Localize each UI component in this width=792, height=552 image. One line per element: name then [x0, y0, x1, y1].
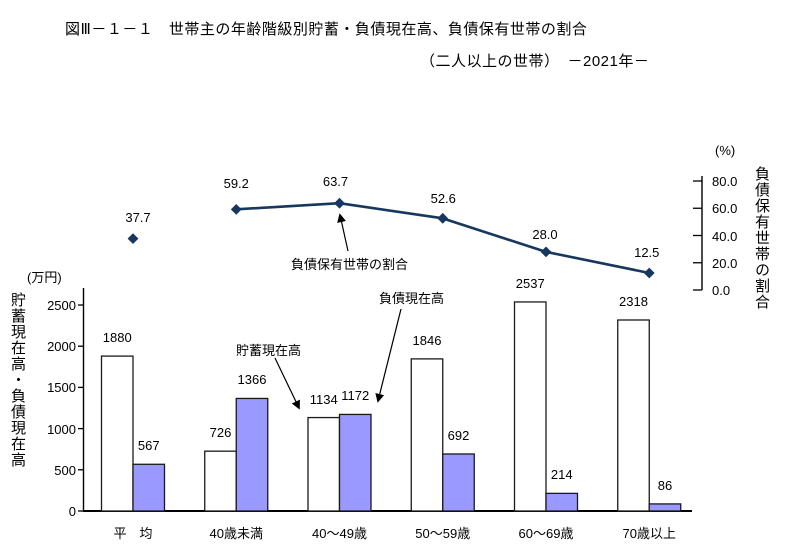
right-axis-tick-label: 0.0 [712, 283, 731, 298]
category-label: 平 均 [113, 526, 153, 541]
liability-bar [648, 503, 682, 512]
chart-title: 図Ⅲ－１－１ 世帯主の年齢階級別貯蓄・負債現在高、負債保有世帯の割合 [65, 21, 588, 38]
left-axis-tick-label: 1000 [47, 421, 76, 437]
chart-subtitle: （二人以上の世帯） －2021年－ [420, 53, 650, 70]
loan-rate-value-label: 12.5 [634, 245, 660, 260]
category-label: 60～69歳 [518, 526, 574, 541]
category-label: 70歳以上 [622, 526, 676, 541]
liability-value-label: 692 [447, 427, 470, 443]
liability-value-label: 567 [137, 438, 160, 454]
liability-bar [338, 413, 372, 512]
savings-value-label: 1846 [412, 332, 442, 348]
savings-value-label: 726 [209, 425, 232, 441]
savings-bar [513, 301, 547, 512]
right-axis-tick-label: 80.0 [712, 174, 738, 189]
annotation-loan-holding-rate: 負債保有世帯の割合 [291, 257, 409, 272]
savings-value-label: 2318 [619, 293, 648, 309]
line-marker-diamond [230, 203, 242, 215]
right-axis-tick-label: 40.0 [712, 228, 738, 244]
left-axis-tick-label: 1500 [47, 380, 76, 396]
savings-bar [307, 416, 341, 512]
bars-group [100, 301, 682, 512]
annotation-arrows [274, 213, 402, 410]
loan-rate-value-label: 28.0 [532, 227, 558, 242]
liability-value-label: 1172 [341, 388, 370, 404]
savings-bar [617, 319, 650, 512]
liability-value-label: 86 [657, 477, 673, 493]
loan-rate-value-label: 37.7 [125, 210, 151, 225]
savings-bar [410, 358, 444, 512]
liability-bar [235, 397, 269, 512]
line-marker-diamond [334, 197, 345, 209]
liability-value-label: 214 [550, 467, 573, 483]
liability-value-label: 1366 [237, 372, 267, 388]
line-marker-diamond [127, 233, 139, 245]
right-axis-tick-label: 20.0 [712, 255, 738, 271]
liability-bar [545, 492, 579, 512]
loan-rate-value-label: 52.6 [430, 191, 456, 206]
category-label: 40歳未満 [209, 526, 263, 541]
annotation-savings: 貯蓄現在高 [236, 343, 302, 358]
line-marker-diamond [643, 267, 655, 279]
left-axis-tick-label: 2000 [47, 339, 76, 355]
line-marker-diamond [540, 246, 552, 258]
savings-bar [204, 450, 237, 512]
right-axis-title: 負債保有世帯の割合 [753, 166, 770, 310]
savings-bar [100, 355, 134, 512]
liability-bar [132, 463, 166, 512]
category-label: 50～59歳 [415, 526, 471, 541]
savings-value-label: 1134 [309, 391, 338, 407]
category-label: 40～49歳 [312, 526, 367, 541]
liability-bar [442, 453, 475, 512]
right-axis-tick-label: 60.0 [712, 201, 738, 217]
savings-value-label: 1880 [102, 330, 132, 346]
line-marker-diamond [437, 212, 449, 224]
left-axis-title: 貯蓄現在高・負債現在高 [9, 292, 26, 468]
right-axis-unit-label: (%) [715, 143, 736, 158]
loan-rate-line [127, 197, 655, 279]
left-axis-tick-label: 0 [68, 504, 76, 519]
left-axis-unit-label: (万円) [27, 270, 62, 285]
annotation-liabilities: 負債現在高 [379, 291, 445, 306]
loan-rate-value-label: 59.2 [223, 176, 249, 191]
axes [78, 176, 703, 512]
loan-rate-value-label: 63.7 [322, 174, 349, 189]
left-axis-tick-label: 500 [54, 462, 76, 478]
savings-value-label: 2537 [515, 275, 545, 291]
left-axis-tick-label: 2500 [47, 298, 76, 313]
